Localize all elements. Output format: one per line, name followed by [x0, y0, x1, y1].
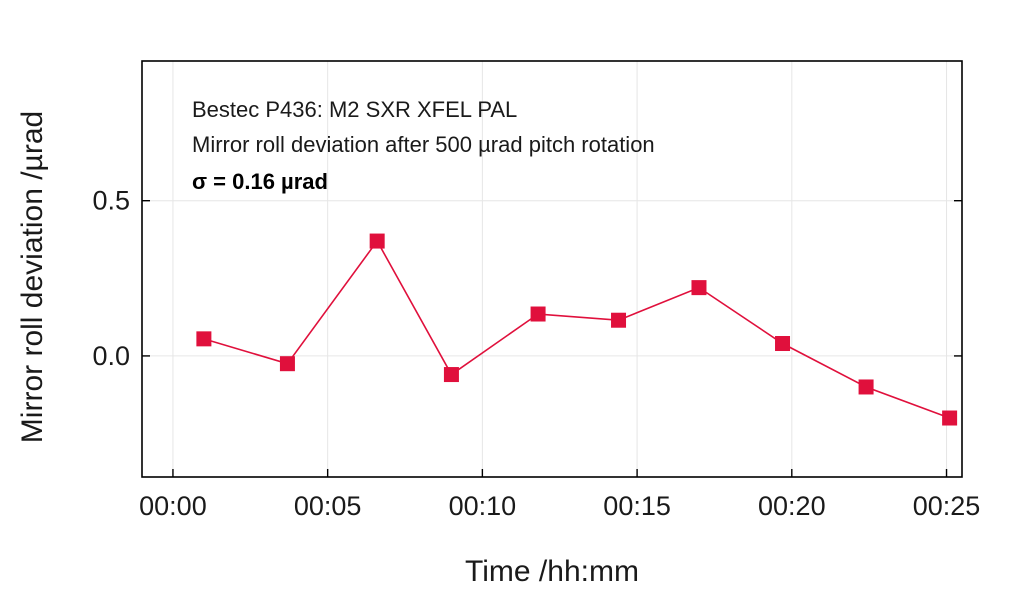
y-tick-label: 0.0 — [92, 341, 130, 371]
y-axis-title: Mirror roll deviation /µrad — [16, 111, 49, 443]
axis-ticks — [142, 200, 962, 477]
series-line — [203, 239, 950, 419]
data-point — [858, 379, 874, 395]
series — [196, 233, 958, 426]
x-axis-title: Time /hh:mm — [465, 555, 639, 588]
plot-frame — [141, 60, 963, 478]
grid — [142, 61, 962, 477]
data-point — [611, 312, 627, 328]
x-tick-label: 00:00 — [139, 491, 207, 521]
x-tick-label: 00:10 — [449, 491, 517, 521]
x-tick-label: 00:25 — [913, 491, 981, 521]
y-tick-label: 0.5 — [92, 186, 130, 216]
data-point — [279, 356, 295, 372]
annotation-line-1: Bestec P436: M2 SXR XFEL PAL — [192, 97, 517, 122]
x-tick-label: 00:20 — [758, 491, 826, 521]
data-point — [691, 280, 707, 296]
data-point — [196, 331, 212, 347]
data-point — [775, 336, 791, 352]
tick-labels: 00:00 00:05 00:10 00:15 00:20 00:25 0.0 0.5 — [92, 186, 980, 521]
x-tick-label: 00:15 — [603, 491, 671, 521]
x-tick-label: 00:05 — [294, 491, 362, 521]
data-point — [369, 233, 385, 249]
data-point — [530, 306, 546, 322]
data-point — [443, 367, 459, 383]
annotation-line-2: Mirror roll deviation after 500 µrad pit… — [192, 132, 655, 157]
annotation-sigma: σ = 0.16 µrad — [192, 169, 328, 194]
data-point — [942, 410, 958, 426]
